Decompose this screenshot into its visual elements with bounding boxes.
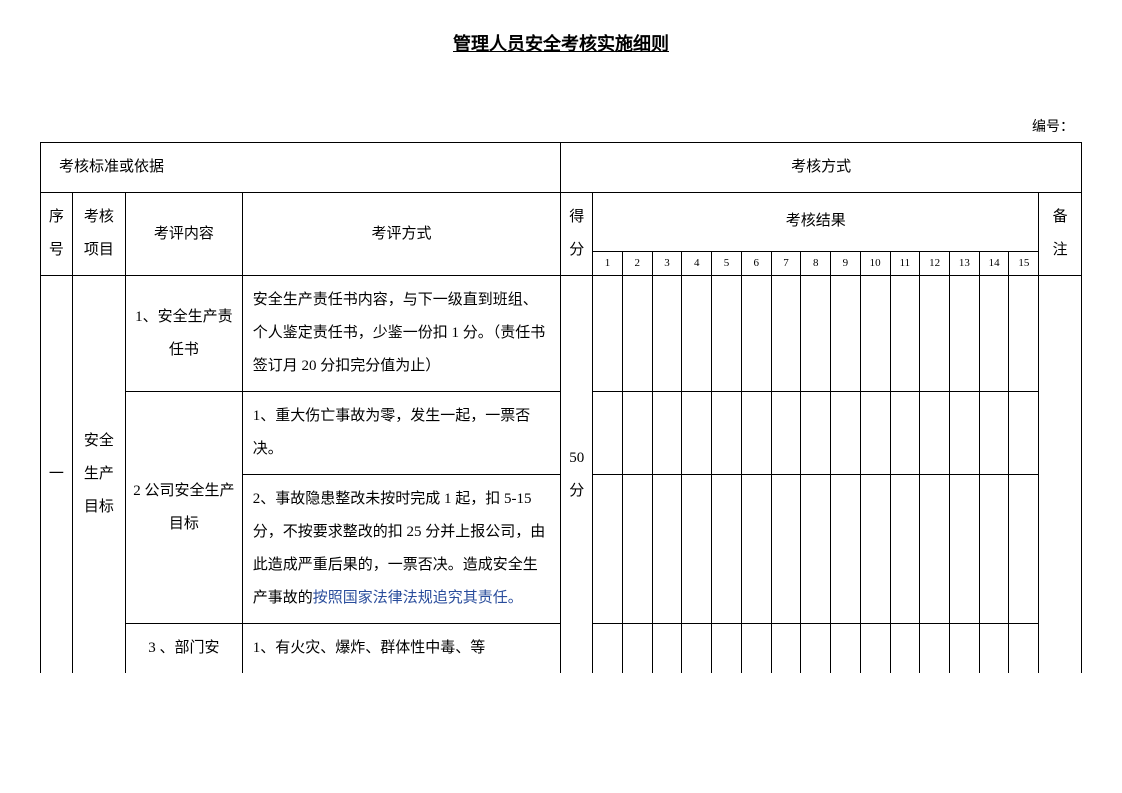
month-5: 5 [712,251,742,275]
month-10: 10 [860,251,890,275]
month-1: 1 [593,251,623,275]
method-2b-text: 2、事故隐患整改未按时完成 1 起，扣 5-15 分，不按要求整改的扣 25 分… [253,491,546,606]
cell-r1-m1 [593,276,623,392]
hdr-item: 考评内容 [125,193,242,276]
month-6: 6 [741,251,771,275]
cell-item-3: 3 、部门安 [125,624,242,674]
page-title: 管理人员安全考核实施细则 [40,30,1082,56]
assessment-table: 考核标准或依据 考核方式 序号 考核项目 考评内容 考评方式 得分 考核结果 备… [40,142,1082,673]
cell-method-2a: 1、重大伤亡事故为零，发生一起，一票否决。 [242,392,561,475]
cell-method-2b: 2、事故隐患整改未按时完成 1 起，扣 5-15 分，不按要求整改的扣 25 分… [242,475,561,624]
hdr-method: 考核方式 [561,143,1082,193]
hdr-standard: 考核标准或依据 [41,143,561,193]
document-number-label: 编号： [40,116,1082,136]
month-14: 14 [979,251,1009,275]
month-3: 3 [652,251,682,275]
cell-score: 50分 [561,276,593,674]
cell-remark [1039,276,1082,674]
month-9: 9 [831,251,861,275]
cell-seq: 一 [41,276,73,674]
body-row-1: 一 安全生产目标 1、安全生产责任书 安全生产责任书内容，与下一级直到班组、个人… [41,276,1082,392]
hdr-result: 考核结果 [593,193,1039,252]
month-13: 13 [950,251,980,275]
month-15: 15 [1009,251,1039,275]
cell-project: 安全生产目标 [72,276,125,674]
month-4: 4 [682,251,712,275]
cell-method-3: 1、有火灾、爆炸、群体性中毒、等 [242,624,561,674]
header-row-1: 考核标准或依据 考核方式 [41,143,1082,193]
hdr-evalmethod: 考评方式 [242,193,561,276]
month-2: 2 [622,251,652,275]
hdr-seq: 序号 [41,193,73,276]
month-7: 7 [771,251,801,275]
header-row-2: 序号 考核项目 考评内容 考评方式 得分 考核结果 备注 [41,193,1082,252]
month-8: 8 [801,251,831,275]
cell-item-2: 2 公司安全生产目标 [125,392,242,624]
cell-item-1: 1、安全生产责任书 [125,276,242,392]
method-2b-blue: 按照国家法律法规追究其责任。 [313,590,523,606]
cell-method-1: 安全生产责任书内容，与下一级直到班组、个人鉴定责任书，少鉴一份扣 1 分。（责任… [242,276,561,392]
hdr-remark: 备注 [1039,193,1082,276]
hdr-score: 得分 [561,193,593,276]
month-12: 12 [920,251,950,275]
hdr-project: 考核项目 [72,193,125,276]
month-11: 11 [890,251,920,275]
